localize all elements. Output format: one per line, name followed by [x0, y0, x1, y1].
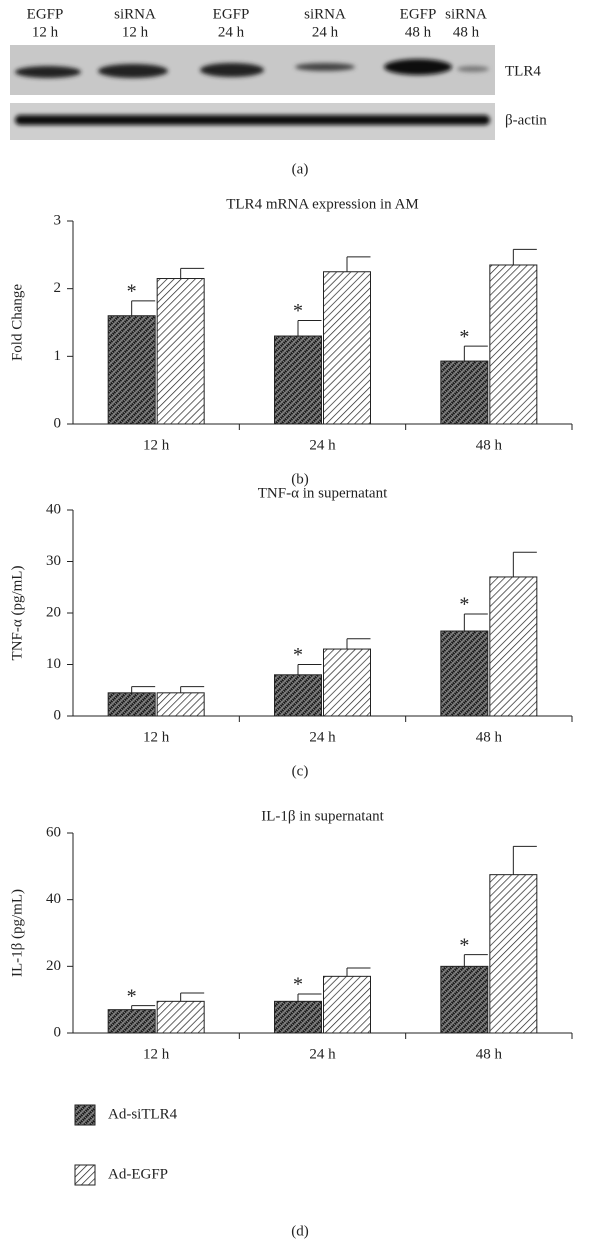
bar: [324, 272, 371, 424]
y-tick-label: 40: [46, 501, 61, 517]
bar: [441, 966, 488, 1033]
panel-label: (d): [291, 1223, 309, 1239]
row-label: TLR4: [505, 63, 541, 79]
legend-swatch: [75, 1165, 95, 1185]
y-tick-label: 0: [54, 707, 62, 723]
bar: [275, 675, 322, 716]
y-axis-label: TNF-α (pg/mL): [9, 566, 25, 661]
significance-mark: *: [459, 934, 469, 956]
panel-label: (a): [292, 161, 309, 177]
y-tick-label: 20: [46, 604, 61, 620]
y-tick-label: 60: [46, 824, 61, 840]
y-tick-label: 30: [46, 553, 61, 569]
chart-title: IL-1β in supernatant: [261, 808, 384, 824]
lane-label: siRNA: [304, 6, 346, 22]
bar: [490, 265, 537, 424]
x-tick-label: 24 h: [309, 729, 336, 745]
bar: [441, 631, 488, 716]
bar: [490, 875, 537, 1033]
lane-label: 48 h: [453, 24, 480, 40]
y-tick-label: 20: [46, 958, 61, 974]
lane-label: 12 h: [32, 24, 59, 40]
bar: [157, 693, 204, 716]
blot: [10, 45, 495, 140]
bar: [324, 649, 371, 716]
y-tick-label: 3: [54, 212, 62, 228]
significance-mark: *: [293, 644, 303, 666]
y-axis-label: IL-1β (pg/mL): [9, 889, 25, 977]
lane-label: EGFP: [213, 6, 250, 22]
bar: [275, 1001, 322, 1033]
row-label: β-actin: [505, 112, 547, 128]
bar: [157, 279, 204, 424]
lane-label: 24 h: [218, 24, 245, 40]
significance-mark: *: [127, 985, 137, 1007]
chart-title: TLR4 mRNA expression in AM: [226, 196, 419, 212]
x-tick-label: 12 h: [143, 437, 170, 453]
significance-mark: *: [293, 300, 303, 322]
legend-label: Ad-EGFP: [108, 1166, 168, 1182]
bar: [275, 336, 322, 424]
y-axis-label: Fold Change: [9, 284, 25, 361]
significance-mark: *: [293, 974, 303, 996]
significance-mark: *: [127, 280, 137, 302]
bar: [108, 693, 155, 716]
y-tick-label: 40: [46, 891, 61, 907]
bar: [441, 361, 488, 424]
x-tick-label: 48 h: [476, 1046, 503, 1062]
lane-label: 24 h: [312, 24, 339, 40]
y-tick-label: 0: [54, 1024, 62, 1040]
bar: [157, 1001, 204, 1033]
lane-label: EGFP: [27, 6, 64, 22]
lane-label: siRNA: [114, 6, 156, 22]
bar: [324, 976, 371, 1033]
y-tick-label: 1: [54, 348, 62, 364]
x-tick-label: 24 h: [309, 437, 336, 453]
lane-label: 12 h: [122, 24, 149, 40]
legend-swatch: [75, 1105, 95, 1125]
lane-label: 48 h: [405, 24, 432, 40]
significance-mark: *: [459, 594, 469, 616]
figure: EGFP 12 h siRNA 12 h EGFP 24 h siRNA 24 h EGFP 48…: [0, 0, 600, 1251]
x-tick-label: 12 h: [143, 1046, 170, 1062]
x-tick-label: 48 h: [476, 729, 503, 745]
chart-title: TNF-α in supernatant: [258, 485, 388, 501]
bar: [108, 316, 155, 424]
y-tick-label: 10: [46, 656, 61, 672]
x-tick-label: 12 h: [143, 729, 170, 745]
lane-label: EGFP: [400, 6, 437, 22]
bar: [108, 1010, 155, 1033]
bar: [490, 577, 537, 716]
significance-mark: *: [459, 326, 469, 348]
x-tick-label: 24 h: [309, 1046, 336, 1062]
panel-label: (c): [292, 763, 309, 779]
x-tick-label: 48 h: [476, 437, 503, 453]
y-tick-label: 0: [54, 415, 62, 431]
lane-label: siRNA: [445, 6, 487, 22]
y-tick-label: 2: [54, 280, 62, 296]
legend-label: Ad-siTLR4: [108, 1106, 178, 1122]
